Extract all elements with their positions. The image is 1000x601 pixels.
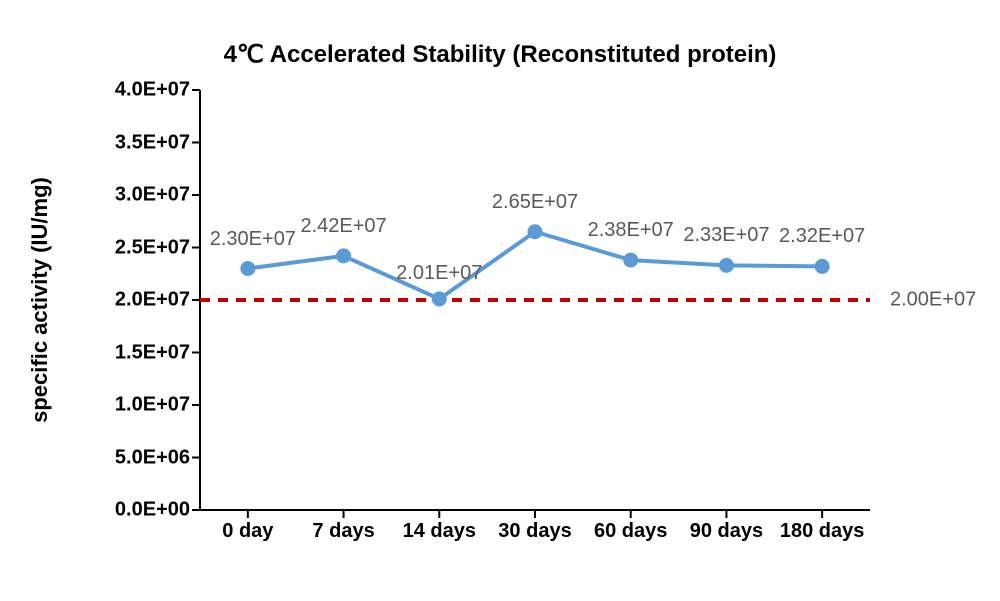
y-tick-label: 1.0E+07 bbox=[115, 394, 200, 417]
y-tick-label: 3.0E+07 bbox=[115, 184, 200, 207]
y-tick-label: 0.0E+00 bbox=[115, 499, 200, 522]
y-tick-label: 2.0E+07 bbox=[115, 289, 200, 312]
data-point-label: 2.32E+07 bbox=[779, 225, 865, 248]
y-tick-label: 4.0E+07 bbox=[115, 79, 200, 102]
x-tick-label: 0 day bbox=[222, 510, 273, 543]
x-tick-label: 7 days bbox=[312, 510, 374, 543]
data-point-label: 2.01E+07 bbox=[396, 262, 482, 285]
reference-line-label: 2.00E+07 bbox=[890, 289, 976, 312]
data-point-label: 2.33E+07 bbox=[683, 224, 769, 247]
chart-container: 4℃ Accelerated Stability (Reconstituted … bbox=[0, 0, 1000, 601]
x-tick-label: 60 days bbox=[594, 510, 667, 543]
y-axis-title: specific activity (IU/mg) bbox=[27, 177, 53, 423]
y-tick-label: 5.0E+06 bbox=[115, 446, 200, 469]
plot-svg bbox=[200, 90, 870, 510]
x-tick-label: 90 days bbox=[690, 510, 763, 543]
x-tick-label: 180 days bbox=[780, 510, 865, 543]
data-point-label: 2.65E+07 bbox=[492, 191, 578, 214]
data-point-label: 2.38E+07 bbox=[588, 219, 674, 242]
data-point-label: 2.42E+07 bbox=[300, 215, 386, 238]
plot-area: 0.0E+005.0E+061.0E+071.5E+072.0E+072.5E+… bbox=[200, 90, 870, 510]
data-point-label: 2.30E+07 bbox=[210, 228, 296, 251]
chart-title: 4℃ Accelerated Stability (Reconstituted … bbox=[0, 40, 1000, 69]
y-tick-label: 2.5E+07 bbox=[115, 236, 200, 259]
x-tick-label: 14 days bbox=[403, 510, 476, 543]
y-tick-label: 1.5E+07 bbox=[115, 341, 200, 364]
x-tick-label: 30 days bbox=[498, 510, 571, 543]
y-tick-label: 3.5E+07 bbox=[115, 131, 200, 154]
